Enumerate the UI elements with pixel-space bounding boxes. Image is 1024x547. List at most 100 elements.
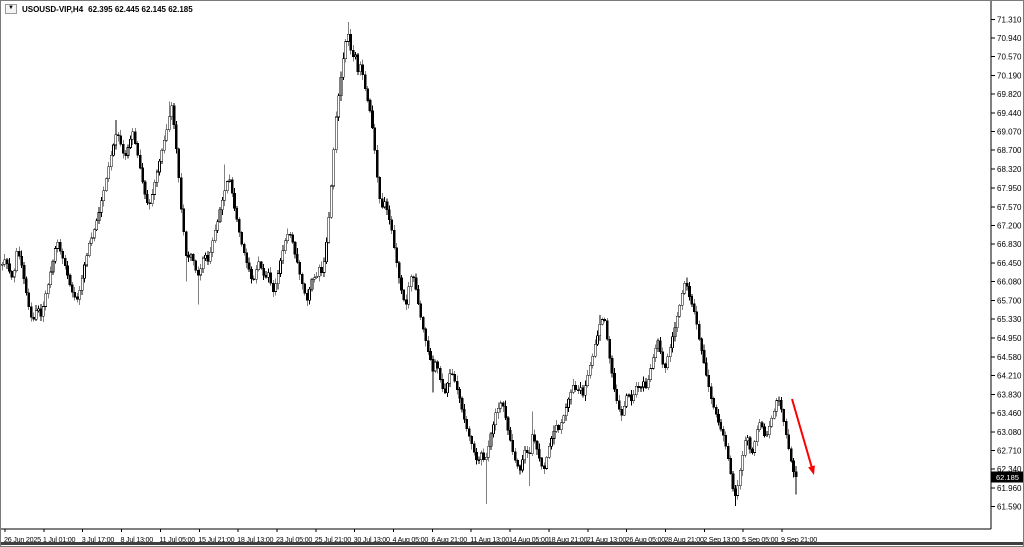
candle-body <box>126 147 130 156</box>
trend-arrow-line[interactable] <box>791 398 814 471</box>
candle-body <box>772 410 776 419</box>
candle-body <box>789 448 793 462</box>
candle-body <box>327 217 331 243</box>
x-axis-label: 18 Aug 21:00 <box>548 535 588 544</box>
candle-body <box>160 149 164 162</box>
candle-body <box>693 303 696 312</box>
candle-body <box>10 271 14 278</box>
symbol-period-label: USOUSD-VIP,H4 <box>21 4 84 14</box>
candle-body <box>112 144 115 156</box>
y-axis-label: 61.960 <box>997 484 1022 493</box>
candle-body <box>588 365 592 376</box>
candle-body <box>489 433 493 447</box>
candle-body <box>768 425 771 436</box>
x-axis-label: 8 Jul 13:00 <box>121 535 154 544</box>
candle-body <box>603 319 607 321</box>
candle-body <box>375 149 379 178</box>
candle-body <box>129 139 132 148</box>
y-axis-label: 66.830 <box>997 240 1022 249</box>
candle-body <box>252 278 256 281</box>
candle-body <box>414 277 418 290</box>
candle-body <box>685 282 689 287</box>
candle-body <box>748 437 752 450</box>
candle-body <box>247 262 251 270</box>
candle-body <box>726 446 730 459</box>
candle-body <box>753 441 757 453</box>
candle-body <box>317 266 321 277</box>
candle-body <box>114 134 118 146</box>
candle-body <box>436 361 440 369</box>
x-axis-label: 11 Jul 05:00 <box>159 535 195 544</box>
y-axis-label: 65.330 <box>997 315 1022 324</box>
candle-body <box>775 400 778 412</box>
candle-body <box>642 381 645 388</box>
candle-body <box>119 135 123 145</box>
candle-body <box>344 41 348 59</box>
candle-body <box>37 308 40 311</box>
candle-body <box>199 268 202 276</box>
candle-body <box>211 240 215 253</box>
x-axis-label: 30 Jul 13:00 <box>354 535 390 544</box>
candle-body <box>533 434 536 442</box>
candle-body <box>213 229 217 241</box>
candle-body <box>334 116 338 150</box>
y-axis-label: 69.820 <box>997 90 1022 99</box>
candle-body <box>547 445 551 458</box>
candle-body <box>421 317 425 330</box>
candle-body <box>92 229 96 239</box>
symbol-dropdown-icon[interactable]: ▼ <box>5 4 17 14</box>
candle-body <box>71 284 74 293</box>
candle-body <box>610 357 614 374</box>
candle-body <box>310 278 314 290</box>
candle-body <box>267 272 270 278</box>
candle-body <box>627 394 631 397</box>
candle-body <box>596 335 599 345</box>
candle-body <box>61 251 65 259</box>
candle-body <box>717 413 720 423</box>
candle-body <box>242 244 246 253</box>
candle-body <box>475 451 478 461</box>
x-axis-label: 6 Aug 21:00 <box>431 535 467 544</box>
y-axis-label: 63.080 <box>997 428 1022 437</box>
candle-body <box>354 54 357 58</box>
candle-body <box>390 219 394 231</box>
x-axis-label: 26 Aug 05:00 <box>626 535 666 544</box>
candle-body <box>702 350 706 364</box>
candle-body <box>49 271 52 286</box>
candle-body <box>668 347 672 357</box>
candle-body <box>731 473 735 489</box>
candle-body <box>463 408 466 420</box>
candle-body <box>245 252 248 263</box>
candle-body <box>683 282 686 294</box>
candle-body <box>639 386 643 389</box>
candle-body <box>121 143 125 154</box>
candle-body <box>482 452 486 461</box>
candle-body <box>155 171 159 183</box>
candle-body <box>690 296 694 305</box>
candle-body <box>758 422 761 431</box>
candle-body <box>276 273 280 285</box>
candle-body <box>204 255 207 259</box>
trend-arrow-head[interactable] <box>808 465 815 475</box>
candle-body <box>259 261 263 269</box>
candle-body <box>315 276 319 279</box>
candle-body <box>397 262 401 279</box>
candle-body <box>528 452 532 455</box>
candle-body <box>504 405 507 418</box>
current-price-tag-label: 62.185 <box>996 473 1019 482</box>
candle-body <box>337 95 340 118</box>
candle-body <box>540 457 544 467</box>
candle-body <box>66 265 69 276</box>
y-axis-label: 63.830 <box>997 390 1022 399</box>
y-axis-label: 68.320 <box>997 165 1022 174</box>
candle-body <box>792 460 795 473</box>
candle-body <box>470 435 473 445</box>
x-axis-label: 1 Jul 01:00 <box>43 535 76 544</box>
price-axis[interactable] <box>991 1 1024 529</box>
candle-body <box>598 324 602 337</box>
candle-body <box>388 209 391 221</box>
candle-body <box>124 152 127 156</box>
candle-body <box>300 274 304 285</box>
candle-body <box>412 276 415 279</box>
